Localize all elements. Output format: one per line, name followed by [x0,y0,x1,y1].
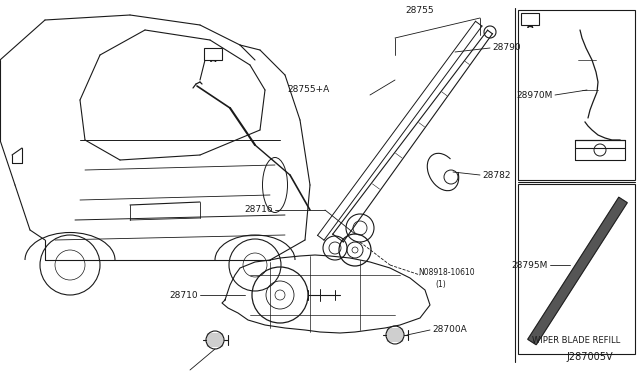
Text: 28795M: 28795M [511,260,548,269]
Text: (1): (1) [435,280,445,289]
Text: A: A [210,55,216,64]
Text: N08918-10610: N08918-10610 [418,268,475,277]
Text: 28710: 28710 [170,291,198,299]
Text: 28790: 28790 [492,44,520,52]
Text: 28782: 28782 [482,170,511,180]
Text: WIPER BLADE REFILL: WIPER BLADE REFILL [532,336,620,345]
Text: 28700A: 28700A [432,326,467,334]
Text: A: A [527,20,533,29]
Bar [204,48,222,60]
Text: 28755: 28755 [406,6,435,15]
Text: 28970M: 28970M [516,90,553,99]
Bar [518,184,635,354]
Bar [518,10,635,180]
Polygon shape [528,197,627,345]
Text: 28755+A: 28755+A [288,86,330,94]
Bar [521,13,539,25]
Text: J287005V: J287005V [566,352,613,362]
Text: 28716: 28716 [244,205,273,215]
